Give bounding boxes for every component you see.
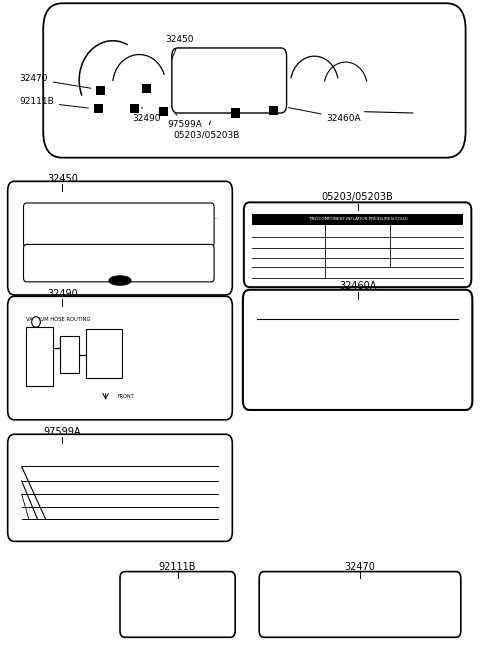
Text: 32490: 32490 <box>47 289 78 299</box>
Bar <box>159 107 168 116</box>
Ellipse shape <box>32 317 40 327</box>
FancyBboxPatch shape <box>243 290 472 410</box>
Text: 32490: 32490 <box>132 107 161 123</box>
FancyBboxPatch shape <box>172 48 287 113</box>
Text: 32460A: 32460A <box>288 108 361 123</box>
Text: 32450: 32450 <box>47 174 78 184</box>
FancyBboxPatch shape <box>244 202 471 287</box>
Text: 05203/05203B: 05203/05203B <box>173 121 240 139</box>
Bar <box>142 84 151 93</box>
Text: TIRE/COMPONENT INFLATION PRESSURES(COLD): TIRE/COMPONENT INFLATION PRESSURES(COLD) <box>308 217 408 221</box>
FancyBboxPatch shape <box>24 244 214 282</box>
FancyBboxPatch shape <box>8 434 232 541</box>
Text: 97599A: 97599A <box>44 427 81 437</box>
Ellipse shape <box>109 276 131 285</box>
Bar <box>94 104 103 113</box>
Text: 05203/05203B: 05203/05203B <box>322 193 394 202</box>
Bar <box>26 327 53 386</box>
Text: 92111B: 92111B <box>19 97 88 108</box>
Text: FRONT: FRONT <box>118 394 134 399</box>
Text: 32470: 32470 <box>19 74 91 88</box>
Bar <box>86 328 122 378</box>
Text: 92111B: 92111B <box>159 562 196 572</box>
Bar <box>252 214 463 225</box>
Bar <box>60 336 79 373</box>
Text: VACUUM HOSE ROUTING: VACUUM HOSE ROUTING <box>26 317 91 323</box>
FancyBboxPatch shape <box>259 572 461 637</box>
FancyBboxPatch shape <box>8 296 232 420</box>
FancyBboxPatch shape <box>8 181 232 295</box>
FancyBboxPatch shape <box>43 3 466 158</box>
Text: 32460A: 32460A <box>339 281 376 291</box>
Bar <box>96 86 105 95</box>
FancyBboxPatch shape <box>120 572 235 637</box>
Bar <box>130 104 139 113</box>
FancyBboxPatch shape <box>24 203 214 247</box>
Text: 32470: 32470 <box>345 562 375 572</box>
Text: 32450: 32450 <box>166 35 194 60</box>
Bar <box>231 108 240 118</box>
Bar <box>269 106 278 115</box>
Text: 97599A: 97599A <box>168 112 202 129</box>
